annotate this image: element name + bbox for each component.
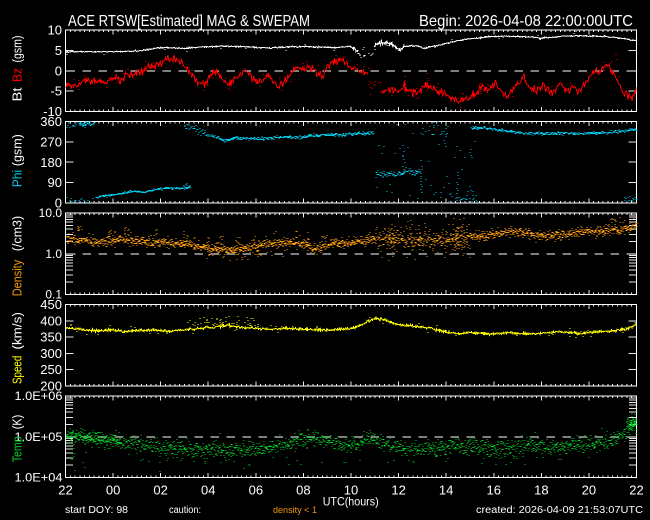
svg-text:Begin: 2026-04-08 22:00:00UTC: Begin: 2026-04-08 22:00:00UTC bbox=[419, 13, 633, 30]
svg-text:270: 270 bbox=[40, 134, 62, 149]
svg-text:(gsm): (gsm) bbox=[11, 134, 25, 166]
svg-text:10: 10 bbox=[344, 483, 358, 498]
svg-text:180: 180 bbox=[40, 155, 62, 170]
svg-text:Speed: Speed bbox=[11, 356, 25, 384]
svg-text:90: 90 bbox=[48, 175, 62, 190]
svg-text:(km/s): (km/s) bbox=[11, 312, 25, 349]
svg-text:350: 350 bbox=[40, 330, 62, 345]
svg-text:1.0: 1.0 bbox=[45, 247, 62, 261]
svg-text:(gsm): (gsm) bbox=[11, 36, 25, 63]
svg-text:-10: -10 bbox=[43, 104, 62, 119]
svg-text:density < 1: density < 1 bbox=[273, 505, 317, 516]
svg-text:1.0E+06: 1.0E+06 bbox=[15, 389, 63, 403]
svg-text:0: 0 bbox=[55, 196, 62, 211]
svg-text:-5: -5 bbox=[50, 84, 62, 99]
svg-text:Bz: Bz bbox=[11, 68, 25, 82]
svg-text:16: 16 bbox=[487, 483, 501, 498]
svg-text:start DOY: 98: start DOY: 98 bbox=[65, 505, 128, 516]
svg-text:200: 200 bbox=[40, 379, 62, 394]
svg-text:10: 10 bbox=[48, 23, 62, 38]
svg-text:Density: Density bbox=[11, 259, 25, 296]
svg-text:360: 360 bbox=[40, 114, 62, 129]
svg-text:18: 18 bbox=[534, 483, 548, 498]
svg-text:300: 300 bbox=[40, 346, 62, 361]
svg-text:created: 2026-04-09 21:53:07UT: created: 2026-04-09 21:53:07UTC bbox=[476, 505, 643, 516]
svg-text:02: 02 bbox=[153, 483, 167, 498]
svg-text:1.0E+05: 1.0E+05 bbox=[15, 430, 63, 444]
svg-text:06: 06 bbox=[249, 483, 263, 498]
svg-text:0: 0 bbox=[55, 63, 62, 78]
svg-text:Bt: Bt bbox=[11, 87, 25, 102]
svg-text:UTC(hours): UTC(hours) bbox=[323, 495, 379, 509]
svg-text:08: 08 bbox=[296, 483, 310, 498]
svg-text:400: 400 bbox=[40, 313, 62, 328]
svg-text:Phi: Phi bbox=[11, 170, 25, 188]
svg-text:22: 22 bbox=[58, 483, 72, 498]
svg-text:14: 14 bbox=[439, 483, 453, 498]
svg-text:250: 250 bbox=[40, 362, 62, 377]
svg-text:ACE RTSW[Estimated] MAG & SWEP: ACE RTSW[Estimated] MAG & SWEPAM bbox=[68, 13, 310, 30]
svg-text:0.1: 0.1 bbox=[45, 288, 62, 302]
svg-text:12: 12 bbox=[391, 483, 405, 498]
svg-text:450: 450 bbox=[40, 297, 62, 312]
svg-text:(K): (K) bbox=[11, 415, 25, 430]
svg-text:00: 00 bbox=[106, 483, 120, 498]
svg-text:5: 5 bbox=[55, 43, 62, 58]
svg-text:04: 04 bbox=[201, 483, 215, 498]
svg-text:10.0: 10.0 bbox=[39, 206, 63, 220]
svg-text:Temp: Temp bbox=[11, 436, 25, 462]
svg-text:caution:: caution: bbox=[169, 505, 201, 516]
svg-text:22: 22 bbox=[629, 483, 643, 498]
svg-text:(/cm3): (/cm3) bbox=[11, 216, 25, 252]
svg-text:20: 20 bbox=[582, 483, 596, 498]
svg-text:1.0E+04: 1.0E+04 bbox=[15, 471, 63, 485]
